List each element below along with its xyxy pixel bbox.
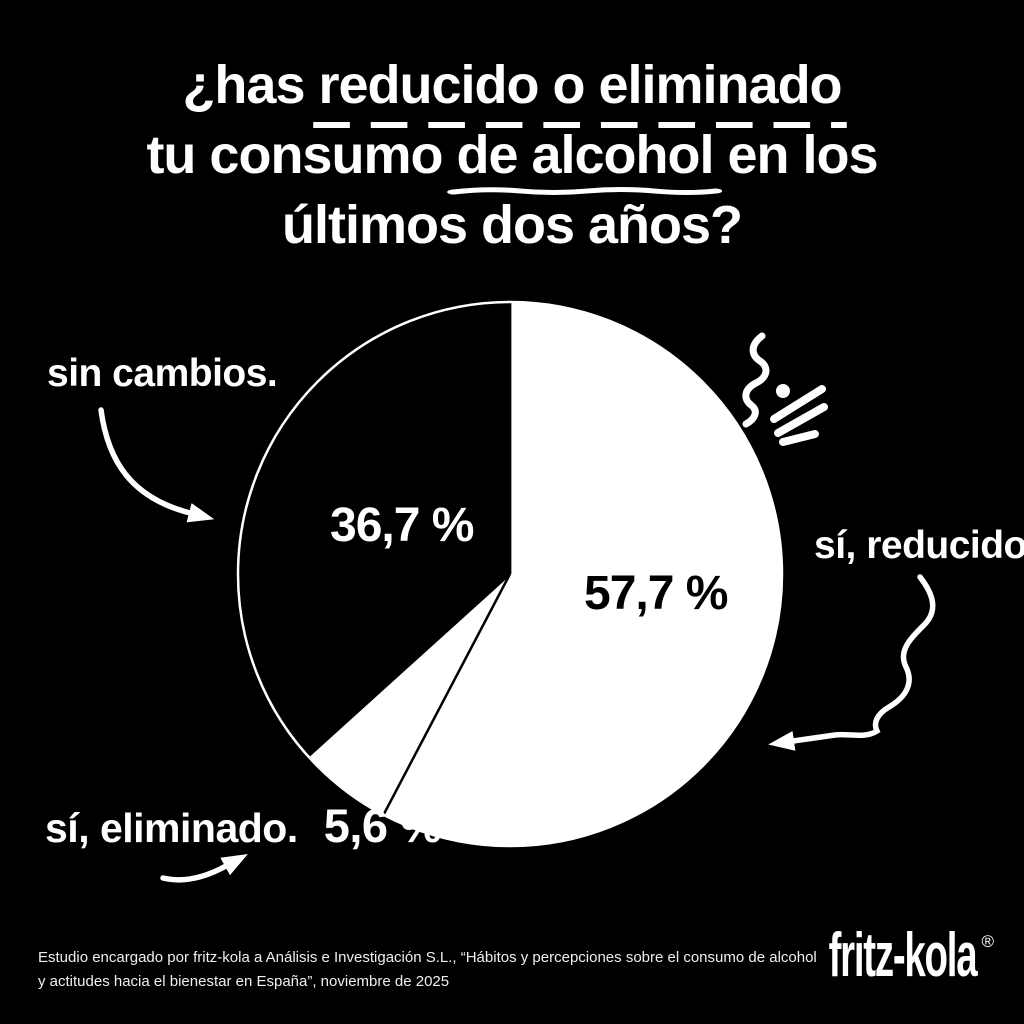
registered-trademark-icon: ® [981, 932, 994, 951]
title-text: reducido o eliminado [318, 55, 842, 115]
study-credit-line-2: y actitudes hacia el bienestar en España… [38, 973, 450, 990]
title-underlined-dashed: reducido o eliminado [313, 50, 847, 128]
wavy-underline [447, 187, 723, 195]
pie-value-si-eliminado: 5,6 % [323, 799, 442, 852]
label-si-reducido: sí, reducido. [814, 524, 1024, 567]
title-text: ¿has [182, 55, 319, 115]
doodle-squiggle-icon [742, 332, 770, 428]
pie-divider [382, 573, 512, 816]
label-sin-cambios: sin cambios. [47, 352, 278, 395]
title-underlined-wavy: de alcohol [447, 120, 723, 195]
pie-slice-1 [308, 574, 510, 815]
fritz-kola-logo: fritz-kola [828, 921, 977, 990]
title-text: tu consumo [146, 125, 457, 185]
pie-value-sin-cambios: 36,7 % [330, 499, 474, 552]
page-title: ¿has reducido o eliminado tu consumo de … [0, 50, 1024, 260]
title-text: en los [713, 125, 879, 185]
study-credit: Estudio encargado por fritz-kola a Análi… [38, 946, 817, 994]
dashed-underline [313, 122, 847, 128]
title-line-3: últimos dos años? [0, 190, 1024, 260]
pie-slice-dividers [307, 302, 512, 816]
pie-slice-0 [383, 302, 782, 847]
emphasis-doodle [742, 332, 828, 446]
label-si-eliminado-text: sí, eliminado. [45, 805, 298, 851]
title-text: últimos dos años? [281, 195, 743, 255]
title-line-1: ¿has reducido o eliminado [0, 50, 1024, 128]
title-line-2: tu consumo de alcohol en los [0, 120, 1024, 195]
pie-slices [308, 302, 782, 847]
study-credit-line-1: Estudio encargado por fritz-kola a Análi… [38, 949, 817, 966]
si-eliminado-arrow [160, 853, 248, 883]
si-reducido-squiggle-arrow [768, 574, 936, 751]
doodle-slash-icon [774, 403, 828, 437]
doodle-dot-icon [776, 384, 790, 398]
pie-rim [236, 300, 784, 848]
doodle-slash-icon [779, 430, 819, 446]
doodle-slash-icon [770, 385, 826, 423]
label-si-eliminado: sí, eliminado. 5,6 % [45, 798, 442, 853]
sin-cambios-arrow [98, 407, 215, 523]
pie-value-si-reducido: 57,7 % [584, 567, 728, 620]
title-text: de alcohol [456, 125, 714, 185]
pie-divider [307, 573, 511, 758]
